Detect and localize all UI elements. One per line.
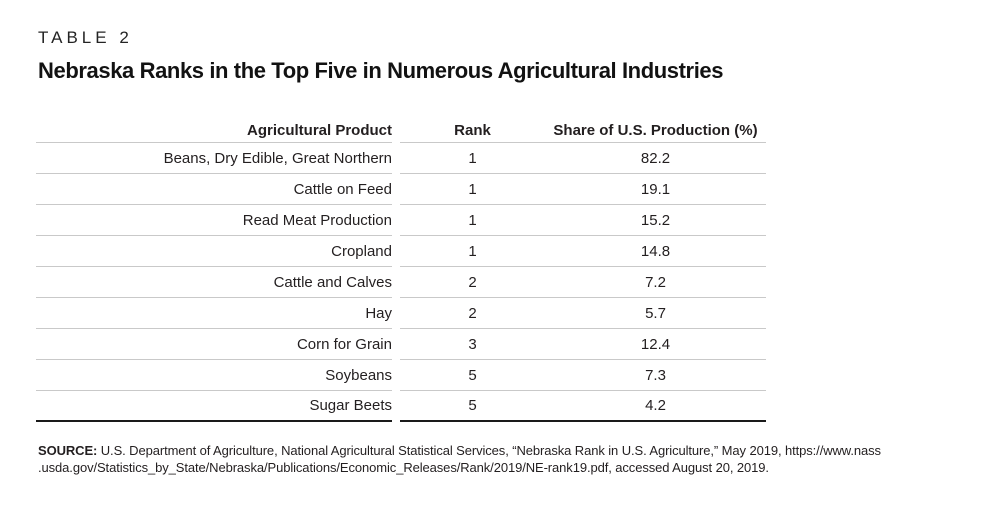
row-segment-right: 5 4.2 bbox=[400, 391, 766, 422]
agricultural-rankings-table: Agricultural Product Rank Share of U.S. … bbox=[36, 118, 766, 422]
share-cell: 4.2 bbox=[645, 397, 666, 414]
table-row: Cropland 1 14.8 bbox=[36, 236, 766, 267]
product-cell: Soybeans bbox=[325, 366, 392, 384]
share-cell: 7.3 bbox=[645, 366, 666, 384]
table-row: Hay 2 5.7 bbox=[36, 298, 766, 329]
table-row: Sugar Beets 5 4.2 bbox=[36, 391, 766, 422]
column-gap bbox=[392, 236, 400, 267]
row-segment-right: 2 7.2 bbox=[400, 267, 766, 298]
table-header-row: Agricultural Product Rank Share of U.S. … bbox=[36, 118, 766, 143]
source-text-line2: .usda.gov/Statistics_by_State/Nebraska/P… bbox=[38, 460, 769, 475]
share-cell: 19.1 bbox=[640, 180, 671, 198]
row-segment-right: 1 14.8 bbox=[400, 236, 766, 267]
row-segment-left: Hay bbox=[36, 298, 392, 329]
column-gap bbox=[392, 118, 400, 143]
row-segment-left: Beans, Dry Edible, Great Northern bbox=[36, 143, 392, 174]
product-cell: Hay bbox=[365, 304, 392, 322]
column-gap bbox=[392, 360, 400, 391]
row-segment-left: Read Meat Production bbox=[36, 205, 392, 236]
row-segment-left: Corn for Grain bbox=[36, 329, 392, 360]
row-segment-right: 1 15.2 bbox=[400, 205, 766, 236]
row-segment-left: Cattle and Calves bbox=[36, 267, 392, 298]
rank-cell: 5 bbox=[468, 397, 477, 414]
source-label: SOURCE: bbox=[38, 443, 98, 458]
column-gap bbox=[392, 143, 400, 174]
header-segment-right: Rank Share of U.S. Production (%) bbox=[400, 118, 766, 143]
column-header-product: Agricultural Product bbox=[246, 121, 392, 139]
column-header-rank: Rank bbox=[454, 121, 491, 139]
column-gap bbox=[392, 174, 400, 205]
share-cell: 15.2 bbox=[640, 211, 671, 229]
column-header-share: Share of U.S. Production (%) bbox=[553, 121, 758, 139]
row-segment-left: Sugar Beets bbox=[36, 391, 392, 422]
rank-cell: 3 bbox=[468, 335, 477, 353]
table-row: Read Meat Production 1 15.2 bbox=[36, 205, 766, 236]
share-cell: 82.2 bbox=[640, 149, 671, 167]
row-segment-right: 5 7.3 bbox=[400, 360, 766, 391]
column-gap bbox=[392, 298, 400, 329]
table-row: Cattle on Feed 1 19.1 bbox=[36, 174, 766, 205]
rank-cell: 1 bbox=[468, 180, 477, 198]
table-row: Beans, Dry Edible, Great Northern 1 82.2 bbox=[36, 143, 766, 174]
row-segment-left: Soybeans bbox=[36, 360, 392, 391]
share-cell: 5.7 bbox=[645, 304, 666, 322]
row-segment-right: 2 5.7 bbox=[400, 298, 766, 329]
product-cell: Cattle on Feed bbox=[293, 180, 392, 198]
product-cell: Cropland bbox=[331, 242, 392, 260]
table-row: Soybeans 5 7.3 bbox=[36, 360, 766, 391]
table-row: Corn for Grain 3 12.4 bbox=[36, 329, 766, 360]
share-cell: 14.8 bbox=[640, 242, 671, 260]
rank-cell: 2 bbox=[468, 273, 477, 291]
header-segment-left: Agricultural Product bbox=[36, 118, 392, 143]
column-gap bbox=[392, 391, 400, 422]
column-gap bbox=[392, 205, 400, 236]
row-segment-left: Cropland bbox=[36, 236, 392, 267]
table-number-label: TABLE 2 bbox=[38, 28, 133, 47]
product-cell: Read Meat Production bbox=[242, 211, 392, 229]
source-text-line1: U.S. Department of Agriculture, National… bbox=[100, 443, 881, 458]
column-gap bbox=[392, 267, 400, 298]
share-cell: 7.2 bbox=[645, 273, 666, 291]
row-segment-right: 1 82.2 bbox=[400, 143, 766, 174]
table-row: Cattle and Calves 2 7.2 bbox=[36, 267, 766, 298]
product-cell: Corn for Grain bbox=[296, 335, 392, 353]
share-cell: 12.4 bbox=[640, 335, 671, 353]
rank-cell: 1 bbox=[468, 242, 477, 260]
rank-cell: 5 bbox=[468, 366, 477, 384]
source-note: SOURCE: U.S. Department of Agriculture, … bbox=[38, 442, 962, 476]
row-segment-right: 1 19.1 bbox=[400, 174, 766, 205]
rank-cell: 1 bbox=[468, 211, 477, 229]
page-title: Nebraska Ranks in the Top Five in Numero… bbox=[38, 58, 724, 83]
row-segment-right: 3 12.4 bbox=[400, 329, 766, 360]
row-segment-left: Cattle on Feed bbox=[36, 174, 392, 205]
rank-cell: 1 bbox=[468, 149, 477, 167]
rank-cell: 2 bbox=[468, 304, 477, 322]
product-cell: Beans, Dry Edible, Great Northern bbox=[163, 149, 392, 167]
product-cell: Cattle and Calves bbox=[273, 273, 392, 291]
column-gap bbox=[392, 329, 400, 360]
product-cell: Sugar Beets bbox=[309, 397, 392, 414]
